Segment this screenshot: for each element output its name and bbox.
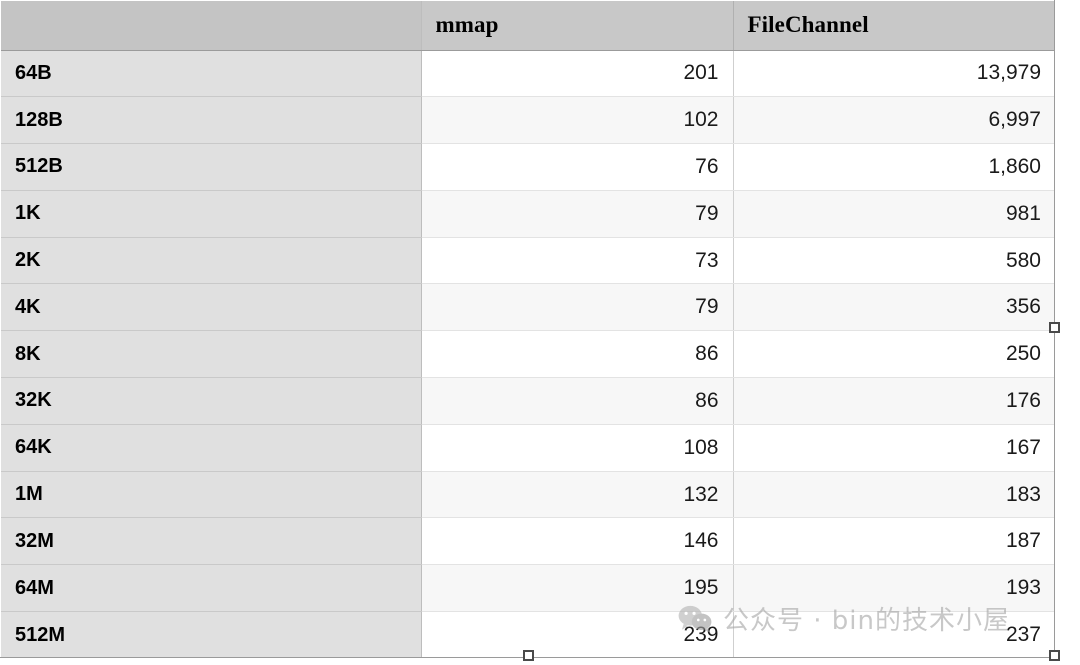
table-row[interactable]: 64K 108 167 [1,424,1055,472]
mmap-value-cell[interactable]: 146 [421,517,734,566]
filechannel-value-cell[interactable]: 580 [733,237,1055,285]
mmap-value-cell[interactable]: 79 [421,190,734,238]
filechannel-value-cell[interactable]: 356 [733,283,1055,332]
table-row[interactable]: 2K 73 580 [1,237,1055,285]
row-label-cell[interactable]: 64M [1,564,422,613]
table-row[interactable]: 64M 195 193 [1,564,1055,613]
mmap-value-cell[interactable]: 86 [421,377,734,425]
row-label-cell[interactable]: 32K [1,377,422,425]
bottom-right-corner-handle[interactable] [1049,650,1060,661]
benchmark-table-container: mmap FileChannel 64B 201 13,979 128B 102 6,99… [1,1,1055,659]
table-body: 64B 201 13,979 128B 102 6,997 512B 76 1,860 1K 79 9… [1,50,1055,659]
table-row[interactable]: 4K 79 356 [1,283,1055,332]
mmap-value-cell[interactable]: 201 [421,50,734,98]
benchmark-table[interactable]: mmap FileChannel 64B 201 13,979 128B 102 6,99… [1,1,1055,659]
mmap-value-cell[interactable]: 102 [421,96,734,145]
filechannel-value-cell[interactable]: 237 [733,611,1055,659]
table-row[interactable]: 32K 86 176 [1,377,1055,425]
row-label-cell[interactable]: 2K [1,237,422,285]
table-header-row: mmap FileChannel [1,1,1055,51]
mmap-value-cell[interactable]: 79 [421,283,734,332]
table-row[interactable]: 128B 102 6,997 [1,96,1055,145]
filechannel-value-cell[interactable]: 187 [733,517,1055,566]
table-row[interactable]: 64B 201 13,979 [1,50,1055,98]
table-row[interactable]: 1K 79 981 [1,190,1055,238]
table-row[interactable]: 32M 146 187 [1,517,1055,566]
table-header-mmap[interactable]: mmap [421,1,734,51]
filechannel-value-cell[interactable]: 193 [733,564,1055,613]
row-label-cell[interactable]: 8K [1,330,422,379]
row-label-cell[interactable]: 128B [1,96,422,145]
table-row[interactable]: 1M 132 183 [1,471,1055,519]
table-header-corner-cell[interactable] [1,1,422,51]
right-middle-handle[interactable] [1049,322,1060,333]
filechannel-value-cell[interactable]: 167 [733,424,1055,472]
row-label-cell[interactable]: 32M [1,517,422,566]
filechannel-value-cell[interactable]: 183 [733,471,1055,519]
row-label-cell[interactable]: 1M [1,471,422,519]
table-row[interactable]: 8K 86 250 [1,330,1055,379]
row-label-cell[interactable]: 64K [1,424,422,472]
mmap-value-cell[interactable]: 108 [421,424,734,472]
table-header: mmap FileChannel [1,1,1055,51]
row-label-cell[interactable]: 512M [1,611,422,659]
row-label-cell[interactable]: 4K [1,283,422,332]
filechannel-value-cell[interactable]: 250 [733,330,1055,379]
filechannel-value-cell[interactable]: 1,860 [733,143,1055,191]
table-row[interactable]: 512B 76 1,860 [1,143,1055,191]
mmap-value-cell[interactable]: 132 [421,471,734,519]
row-label-cell[interactable]: 1K [1,190,422,238]
row-label-cell[interactable]: 512B [1,143,422,191]
mmap-value-cell[interactable]: 73 [421,237,734,285]
filechannel-value-cell[interactable]: 13,979 [733,50,1055,98]
mmap-value-cell[interactable]: 76 [421,143,734,191]
row-label-cell[interactable]: 64B [1,50,422,98]
mmap-value-cell[interactable]: 195 [421,564,734,613]
mmap-value-cell[interactable]: 86 [421,330,734,379]
mmap-value-cell[interactable]: 239 [421,611,734,659]
filechannel-value-cell[interactable]: 6,997 [733,96,1055,145]
filechannel-value-cell[interactable]: 176 [733,377,1055,425]
bottom-center-handle[interactable] [523,650,534,661]
filechannel-value-cell[interactable]: 981 [733,190,1055,238]
table-header-filechannel[interactable]: FileChannel [733,1,1055,51]
